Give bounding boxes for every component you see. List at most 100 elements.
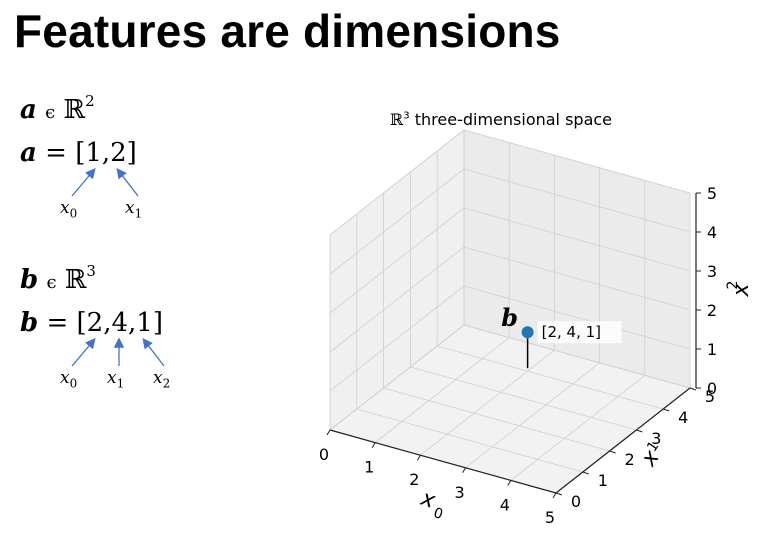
- point-label: [2, 4, 1]: [542, 323, 601, 341]
- label-sub: 0: [69, 376, 78, 391]
- plot-title-text: three-dimensional space: [414, 110, 613, 129]
- grid-line: [420, 349, 555, 456]
- y-axis-line: [555, 387, 691, 494]
- grid-line: [329, 246, 465, 353]
- y-tick-mark: [582, 471, 589, 475]
- x-axis-line: [329, 429, 557, 494]
- vector-b-value-line: b = [2,4,1]: [20, 308, 163, 338]
- y-tick-label: 4: [678, 408, 688, 427]
- x-tick-label: 5: [545, 508, 555, 527]
- x-tick-mark: [416, 454, 421, 461]
- x-tick-label: 0: [319, 445, 329, 464]
- x-tick-mark: [552, 492, 557, 499]
- x-tick-label: 4: [500, 495, 510, 514]
- point-name: b: [501, 303, 518, 332]
- x-axis-label-sub: 0: [431, 505, 444, 523]
- vector-b-label-x1: x1: [107, 368, 124, 390]
- grid-line: [329, 168, 465, 275]
- vector-b-symbol: b: [20, 265, 39, 295]
- point-b: [521, 326, 534, 339]
- point-label-bg: [537, 321, 622, 344]
- x-tick-mark: [326, 429, 331, 436]
- vector-a-symbol: a: [20, 95, 37, 125]
- grid-line: [383, 387, 610, 452]
- vector-b-label-x0: x0: [60, 368, 77, 390]
- plot-title-dim: 3: [403, 110, 410, 122]
- plot-title-space: ℝ: [390, 110, 404, 129]
- x-tick-mark: [371, 442, 376, 448]
- grid-line: [463, 324, 691, 389]
- equals-sign: =: [45, 138, 67, 168]
- label-var: x: [153, 368, 163, 388]
- x-tick-label: 3: [455, 483, 465, 502]
- grid-line: [463, 207, 691, 272]
- x-tick-mark: [462, 467, 467, 474]
- label-sub: 1: [134, 206, 143, 221]
- label-var: x: [60, 198, 70, 218]
- grid-line: [437, 345, 664, 410]
- y-tick-mark: [663, 408, 670, 412]
- grid-line: [329, 129, 465, 236]
- dimension-exponent: 2: [85, 92, 95, 110]
- vector-a-label-x0: x0: [60, 198, 77, 220]
- vector-b-value: [2,4,1]: [76, 308, 163, 338]
- y-tick-label: 3: [651, 429, 661, 448]
- z-tick-label: 5: [707, 184, 717, 203]
- arrow-a-x1: [116, 167, 139, 197]
- label-sub: 2: [162, 376, 171, 391]
- grid-line: [463, 168, 691, 233]
- z-tick-label: 3: [707, 262, 717, 281]
- z-axis-label-sub: 2: [725, 281, 741, 290]
- dimension-exponent: 3: [86, 262, 96, 280]
- y-tick-mark: [609, 450, 616, 454]
- label-var: x: [60, 368, 70, 388]
- y-tick-label: 1: [598, 471, 608, 490]
- vector-b-label-x2: x2: [153, 368, 170, 390]
- grid-line: [329, 207, 465, 314]
- label-var: x: [125, 198, 135, 218]
- vector-b-set-line: b ϵ ℝ3: [20, 262, 96, 295]
- grid-line: [374, 337, 510, 443]
- y-tick-mark: [555, 492, 563, 496]
- x-tick-label: 2: [409, 470, 419, 489]
- z-tick-label: 1: [707, 340, 717, 359]
- vector-a-value-line: a = [1,2]: [20, 138, 137, 168]
- arrow-b-x2: [142, 337, 165, 367]
- grid-line: [465, 362, 600, 469]
- element-of-symbol: ϵ: [45, 102, 56, 123]
- real-space-symbol: ℝ: [64, 265, 87, 295]
- z-tick-label: 0: [707, 379, 717, 398]
- grid-line: [329, 324, 465, 431]
- z-axis-label: x: [729, 283, 754, 298]
- grid-line: [463, 246, 691, 311]
- grid-line: [510, 375, 646, 481]
- plot-title: ℝ3 three-dimensional space: [390, 110, 612, 129]
- z-tick-label: 4: [707, 223, 717, 242]
- element-of-symbol: ϵ: [46, 272, 57, 293]
- arrow-a-x0: [71, 168, 96, 197]
- y-tick-mark: [689, 387, 697, 391]
- real-space-symbol: ℝ: [63, 95, 86, 125]
- slide-title: Features are dimensions: [14, 5, 561, 57]
- arrow-b-x0: [71, 338, 96, 367]
- y-tick-label: 5: [705, 387, 715, 406]
- x-tick-label: 1: [364, 458, 374, 477]
- label-sub: 1: [116, 376, 125, 391]
- grid-line: [410, 366, 637, 431]
- x-tick-mark: [507, 480, 512, 486]
- y-tick-mark: [636, 429, 643, 433]
- z-tick-label: 2: [707, 301, 717, 320]
- label-sub: 0: [69, 206, 78, 221]
- y-tick-label: 0: [571, 492, 581, 511]
- label-var: x: [107, 368, 117, 388]
- vector-a-value: [1,2]: [75, 138, 137, 168]
- grid-line: [463, 129, 691, 194]
- grid-line: [356, 408, 583, 473]
- vector-a-set-line: a ϵ ℝ2: [20, 92, 95, 125]
- grid-line: [329, 285, 465, 392]
- grid-line: [463, 285, 691, 350]
- equals-sign: =: [46, 308, 69, 338]
- vector-a-label-x1: x1: [125, 198, 142, 220]
